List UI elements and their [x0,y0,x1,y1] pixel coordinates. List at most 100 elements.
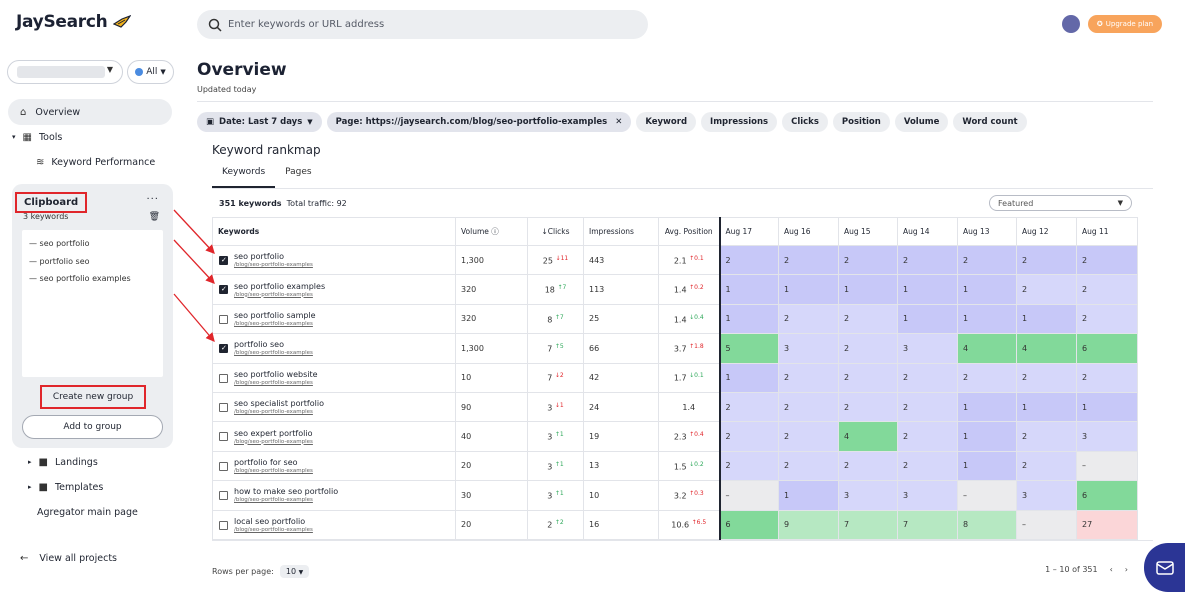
clicks-filter-chip[interactable]: Clicks [782,112,828,132]
keyword-text: portfolio for seo [234,457,298,467]
keyword-url-link[interactable]: /blog/seo-portfolio-examples [234,350,313,357]
row-checkbox[interactable] [219,461,228,471]
avatar[interactable] [1062,15,1080,33]
add-to-group-button[interactable]: Add to group [22,415,163,439]
table-row[interactable]: portfolio seo/blog/seo-portfolio-example… [212,333,1138,364]
keyword-url-link[interactable]: /blog/seo-portfolio-examples [234,467,313,474]
volume-filter-chip[interactable]: Volume [894,112,949,132]
row-checkbox[interactable] [219,432,228,442]
chevron-right-icon[interactable]: › [1124,565,1128,574]
rank-cell: 2 [897,391,958,423]
sidebar-item-templates[interactable]: ▸ ■ Templates [28,474,103,500]
table-row[interactable]: seo specialist portfolio/blog/seo-portfo… [212,391,1138,423]
tab-pages[interactable]: Pages [285,167,312,177]
rank-cell: 2 [957,244,1017,276]
sidebar-item-landings[interactable]: ▸ ■ Landings [28,449,98,475]
chevron-left-icon[interactable]: ‹ [1109,565,1113,574]
column-header-clicks[interactable]: ↓Clicks [527,217,584,246]
keyword-url-link[interactable]: /blog/seo-portfolio-examples [234,438,313,445]
rank-cell: 2 [1076,303,1138,335]
more-options-icon[interactable]: ··· [146,194,159,205]
sidebar-item-keyword-performance[interactable]: ≋ Keyword Performance [36,149,155,175]
table-row[interactable]: local seo portfolio/blog/seo-portfolio-e… [212,509,1138,540]
keyword-url-link[interactable]: /blog/seo-portfolio-examples [234,497,313,504]
keyword-filter-chip[interactable]: Keyword [636,112,697,132]
keyword-text: portfolio seo [234,340,284,350]
position-cell: 3.2 ↑0.3 [658,480,721,511]
clipboard-item[interactable]: — portfolio seo [29,256,90,266]
volume-cell: 20 [455,450,528,482]
row-checkbox[interactable] [219,314,228,324]
table-row[interactable]: seo portfolio examples/blog/seo-portfoli… [212,274,1138,305]
region-select[interactable]: All ▼ [127,60,174,84]
rank-cell: 9 [778,509,839,540]
row-checkbox[interactable] [219,256,228,265]
row-checkbox[interactable] [219,373,228,383]
keyword-cell: local seo portfolio/blog/seo-portfolio-e… [212,509,456,540]
tab-keywords[interactable]: Keywords [212,166,276,188]
rank-cell: 2 [897,244,958,276]
column-header-volume[interactable]: Volume ⓘ [455,217,528,246]
column-header-date: Aug 16 [778,217,839,246]
page-filter-chip[interactable]: Page: https://jaysearch.com/blog/seo-por… [326,112,632,132]
project-select[interactable]: ▼ [7,60,123,84]
home-icon: ⌂ [20,106,27,118]
table-row[interactable]: seo portfolio/blog/seo-portfolio-example… [212,244,1138,276]
impressions-filter-chip[interactable]: Impressions [701,112,778,132]
date-filter-chip[interactable]: ▣ Date: Last 7 days ▼ [197,112,322,132]
pagination: 1 – 10 of 351 ‹ › [1045,565,1128,574]
sidebar-item-label: Keyword Performance [51,156,156,168]
rank-cell: – [957,480,1017,511]
grid-icon: ▦ [22,131,32,143]
view-all-projects-link[interactable]: ← View all projects [20,545,117,571]
keyword-url-link[interactable]: /blog/seo-portfolio-examples [234,379,313,386]
sort-label: Featured [998,199,1034,208]
keyword-url-link[interactable]: /blog/seo-portfolio-examples [234,526,313,533]
table-row[interactable]: seo portfolio sample/blog/seo-portfolio-… [212,303,1138,335]
clicks-delta: ↑2 [554,519,564,527]
row-checkbox[interactable] [219,285,228,295]
row-checkbox[interactable] [219,402,228,412]
rank-cell: 1 [957,274,1017,305]
clicks-delta: ↓2 [554,372,564,380]
close-icon[interactable]: ✕ [615,117,623,127]
column-header-avg-position[interactable]: Avg. Position [658,217,721,246]
table-row[interactable]: seo portfolio website/blog/seo-portfolio… [212,362,1138,393]
table-row[interactable]: seo expert portfolio/blog/seo-portfolio-… [212,421,1138,452]
volume-cell: 40 [455,421,528,452]
keyword-url-link[interactable]: /blog/seo-portfolio-examples [234,320,313,327]
rows-per-page-select[interactable]: 10 ▼ [279,565,310,578]
keyword-url-link[interactable]: /blog/seo-portfolio-examples [234,291,313,298]
sidebar-item-tools[interactable]: ▾ ▦ Tools [8,124,62,150]
row-checkbox[interactable] [219,491,228,501]
keyword-url-link[interactable]: /blog/seo-portfolio-examples [234,262,313,269]
position-filter-chip[interactable]: Position [832,112,890,132]
row-checkbox[interactable] [219,344,228,354]
table-row[interactable]: how to make seo portfolio/blog/seo-portf… [212,480,1138,511]
chat-button[interactable] [1144,543,1185,592]
clicks-cell: 18 ↑7 [527,274,584,305]
create-new-group-button[interactable]: Create new group [40,385,146,409]
table-row[interactable]: portfolio for seo/blog/seo-portfolio-exa… [212,450,1138,482]
clicks-cell: 25 ↓11 [527,244,584,276]
row-checkbox[interactable] [219,520,228,530]
keyword-url-link[interactable]: /blog/seo-portfolio-examples [234,409,313,416]
word-count-filter-chip[interactable]: Word count [953,112,1027,132]
search-bar[interactable] [197,10,648,39]
sort-select[interactable]: Featured ▼ [989,195,1132,211]
sidebar-item-overview[interactable]: ⌂ Overview [8,99,172,125]
sidebar-item-label: Agregator main page [37,506,138,518]
upgrade-plan-button[interactable]: ✪ Upgrade plan [1088,15,1162,33]
clipboard-item[interactable]: — seo portfolio examples [29,274,131,283]
column-header-impressions[interactable]: Impressions [583,217,659,246]
clipboard-item[interactable]: — seo portfolio [29,239,90,248]
page-filter-label: Page: https://jaysearch.com/blog/seo-por… [335,117,608,127]
position-value: 1.5 [673,462,687,472]
search-input[interactable] [228,19,628,30]
sidebar-item-aggregator[interactable]: Agregator main page [37,499,138,525]
rank-cell: 2 [719,391,779,423]
trash-icon[interactable]: 🗑 [148,212,160,222]
logo[interactable]: JaySearch [16,12,132,32]
total-keywords: 351 keywords [219,199,282,208]
column-header-keywords[interactable]: Keywords [212,217,456,246]
